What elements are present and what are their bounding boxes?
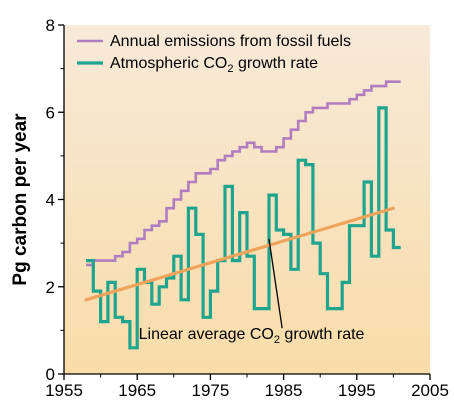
- x-tick-label-1955: 1955: [45, 381, 83, 400]
- axes: 1955 1965 1975 1985 1995 2005 0 2 4 6 8: [45, 16, 449, 400]
- y-tick-label-8: 8: [46, 16, 55, 35]
- y-tick-label-4: 4: [46, 191, 55, 210]
- annotation-linear-average-label: Linear average CO2 growth rate: [139, 326, 365, 346]
- y-tick-label-2: 2: [46, 278, 55, 297]
- y-tick-label-0: 0: [46, 365, 55, 384]
- x-tick-label-1975: 1975: [191, 381, 229, 400]
- legend-label-1: Atmospheric CO2 growth rate: [110, 55, 318, 75]
- series-layer: [84, 80, 401, 350]
- annotation-leader-line: [268, 238, 283, 329]
- legend: Annual emissions from fossil fuels Atmosp…: [77, 33, 351, 75]
- plot-background: [64, 25, 430, 374]
- y-axis-label: Pg carbon per year: [10, 113, 31, 286]
- series-line-annual-emissions-from-fossil-fuels: [86, 80, 401, 267]
- x-tick-label-2005: 2005: [411, 381, 449, 400]
- series-line-linear-average-co-growth-rate: [84, 206, 395, 302]
- x-tick-label-1985: 1985: [265, 381, 303, 400]
- x-tick-label-1965: 1965: [118, 381, 156, 400]
- y-tick-label-6: 6: [46, 103, 55, 122]
- legend-label-0: Annual emissions from fossil fuels: [110, 33, 351, 50]
- series-line-atmospheric-co-growth-rate: [86, 106, 401, 350]
- x-tick-label-1995: 1995: [338, 381, 376, 400]
